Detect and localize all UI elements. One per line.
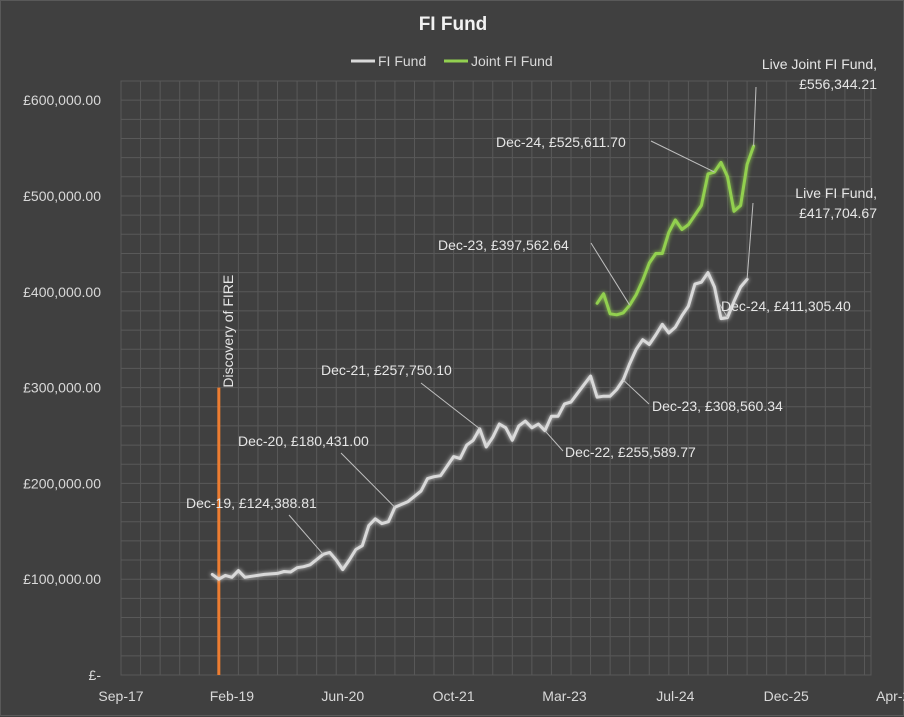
plot-border [120, 80, 872, 676]
leader-line-fi-dec21 [420, 382, 481, 430]
data-label-line: £417,704.67 [799, 205, 877, 221]
legend-label-joint-fi-fund: Joint FI Fund [471, 53, 553, 69]
series-line-joint-fi-fund [595, 144, 756, 317]
data-labels: Dec-19, £124,388.81 Dec-20, £180,431.00 De… [186, 56, 877, 555]
discovery-marker-label: Discovery of FIRE [220, 275, 236, 388]
data-label-line: Live Joint FI Fund, [762, 56, 877, 72]
data-label-joint-live: Live Joint FI Fund, £556,344.21 [762, 56, 877, 92]
x-tick-label: Jun-20 [321, 688, 364, 704]
legend: FI Fund Joint FI Fund [351, 53, 553, 69]
gridlines [120, 80, 872, 676]
y-tick-label: £400,000.00 [23, 284, 101, 300]
data-label-line: Live FI Fund, [795, 185, 877, 201]
data-label-fi-live: Live FI Fund, £417,704.67 [795, 185, 877, 221]
chart-title: FI Fund [419, 14, 488, 35]
leader-line-fi-dec23 [622, 379, 650, 405]
data-label-fi-dec22: Dec-22, £255,589.77 [565, 444, 696, 460]
series-lines [210, 144, 756, 581]
leader-line-fi-dec24 [718, 302, 728, 318]
x-tick-label: Mar-23 [542, 688, 587, 704]
x-tick-label: Dec-25 [764, 688, 809, 704]
data-label-joint-dec24: Dec-24, £525,611.70 [496, 134, 626, 150]
data-label-fi-dec20: Dec-20, £180,431.00 [238, 433, 369, 449]
data-label-fi-dec23: Dec-23, £308,560.34 [652, 398, 783, 414]
legend-label-fi-fund: FI Fund [378, 53, 426, 69]
x-tick-label: Jul-24 [656, 688, 694, 704]
leader-line-fi-dec22 [544, 430, 564, 452]
leader-line-fi-live [746, 202, 754, 280]
axis-labels: £- £100,000.00 £200,000.00 £300,000.00 £400,… [23, 92, 904, 704]
y-tick-label: £500,000.00 [23, 188, 101, 204]
leader-line-joint-dec23 [590, 242, 631, 306]
discovery-marker: Discovery of FIRE [217, 275, 236, 675]
data-label-fi-dec21: Dec-21, £257,750.10 [321, 362, 452, 378]
data-label-line: £556,344.21 [799, 76, 877, 92]
x-tick-label: Feb-19 [210, 688, 255, 704]
y-tick-label: £600,000.00 [23, 92, 101, 108]
x-tick-label: Apr-27 [876, 688, 904, 704]
leader-line-fi-dec19 [288, 514, 324, 555]
series-line-fi-fund [210, 271, 749, 581]
x-tick-label: Oct-21 [433, 688, 475, 704]
y-tick-label: £300,000.00 [23, 380, 101, 396]
leader-line-fi-dec20 [340, 452, 396, 508]
leader-line-joint-live [753, 86, 757, 147]
x-tick-label: Sep-17 [98, 688, 143, 704]
data-label-joint-dec23: Dec-23, £397,562.64 [438, 237, 569, 253]
data-label-fi-dec19: Dec-19, £124,388.81 [186, 495, 317, 511]
leader-line-joint-dec24 [650, 140, 715, 173]
y-tick-label: £100,000.00 [23, 571, 101, 587]
y-tick-label: £- [89, 667, 102, 683]
y-tick-label: £200,000.00 [23, 475, 101, 491]
data-label-fi-dec24: Dec-24, £411,305.40 [721, 298, 851, 314]
